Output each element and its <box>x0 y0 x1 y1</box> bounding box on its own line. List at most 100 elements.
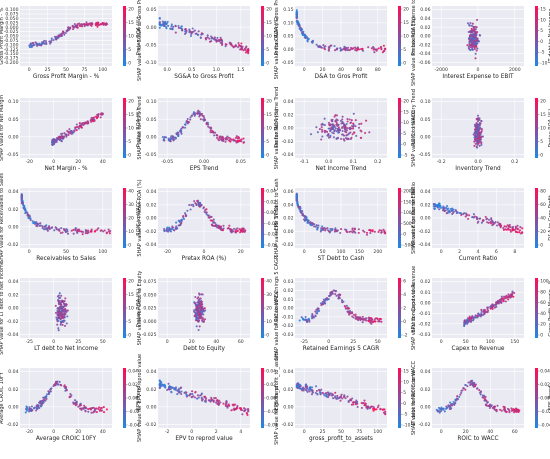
scatter-point <box>471 315 474 318</box>
scatter-point <box>60 32 64 35</box>
scatter-point <box>158 379 161 382</box>
scatter-point <box>478 389 481 392</box>
y-tick-label: -0.02 <box>282 139 294 145</box>
scatter-point <box>323 117 326 120</box>
scatter-point <box>473 40 476 43</box>
scatter-point <box>208 37 211 40</box>
scatter-point <box>49 42 52 45</box>
scatter-point <box>324 302 327 305</box>
scatter-point <box>347 138 350 141</box>
scatter-point <box>76 126 79 129</box>
y-tick-label: 0.06 <box>283 189 293 195</box>
scatter-point <box>300 316 303 319</box>
scatter-point <box>516 227 519 230</box>
scatter-point <box>237 41 240 45</box>
colorbar-tick-label: -2 <box>403 333 408 339</box>
scatter-point <box>200 293 203 296</box>
scatter-point <box>295 9 298 12</box>
x-tick-label: 40 <box>100 159 106 165</box>
scatter-point <box>478 217 481 220</box>
colorbar-label: EPV to reprod value <box>411 283 417 332</box>
colorbar-tick-label: 40 <box>128 189 134 195</box>
scatter-point <box>475 216 478 219</box>
scatter-point <box>170 25 173 28</box>
scatter-point <box>193 29 196 32</box>
scatter-point <box>306 38 309 41</box>
x-tick-label: 75 <box>81 67 87 73</box>
scatter-point <box>87 410 90 413</box>
scatter-point <box>321 225 324 228</box>
scatter-point <box>475 129 478 133</box>
scatter-point <box>195 304 198 307</box>
scatter-point <box>24 208 27 212</box>
scatter-point <box>346 127 349 130</box>
scatter-point <box>343 45 346 48</box>
scatter-point <box>480 308 483 311</box>
scatter-point <box>367 46 370 49</box>
scatter-point <box>205 397 208 400</box>
scatter-point <box>314 310 317 313</box>
scatter-point <box>63 384 66 387</box>
colorbar-tick-label: 5 <box>266 139 269 145</box>
scatter-point <box>108 232 111 235</box>
scatter-point <box>63 132 66 135</box>
scatter-point <box>337 131 340 134</box>
scatter-point <box>452 210 455 213</box>
scatter-point <box>348 313 351 316</box>
scatter-point <box>100 409 103 412</box>
scatter-point <box>472 384 475 387</box>
scatter-point <box>86 120 89 123</box>
scatter-point <box>26 406 29 410</box>
y-tick-label: 0.02 <box>420 387 430 393</box>
scatter-point <box>315 43 318 46</box>
x-tick-label: 0.0 <box>474 159 481 165</box>
scatter-point <box>304 315 307 319</box>
scatter-point <box>169 387 172 391</box>
shap-panel: -0.2 0.0 0.2 -0.05 0.00 0.05 0.10 Inventory Tre… <box>411 89 550 172</box>
scatter-point <box>195 308 198 311</box>
scatter-point <box>336 229 339 232</box>
scatter-point <box>198 325 201 328</box>
y-tick-label: 0.00 <box>283 229 293 235</box>
scatter-point <box>474 138 477 141</box>
scatter-point <box>442 207 445 210</box>
scatter-point <box>65 322 68 325</box>
scatter-point <box>314 385 318 388</box>
scatter-point <box>28 46 31 49</box>
scatter-point <box>53 383 56 386</box>
scatter-point <box>179 130 182 133</box>
scatter-point <box>54 140 57 143</box>
scatter-point <box>27 216 30 219</box>
scatter-point <box>341 397 344 400</box>
scatter-point <box>235 141 238 144</box>
scatter-point <box>173 229 176 232</box>
scatter-point <box>513 411 516 414</box>
scatter-point <box>333 49 337 52</box>
x-axis-label: Current Ratio <box>459 256 498 262</box>
scatter-point <box>28 214 31 217</box>
scatter-point <box>517 410 520 413</box>
scatter-point <box>341 126 344 130</box>
scatter-point <box>222 402 225 405</box>
scatter-point <box>54 304 57 307</box>
scatter-point <box>68 395 71 398</box>
scatter-point <box>174 136 177 139</box>
scatter-point <box>29 217 32 220</box>
scatter-point <box>501 297 505 300</box>
y-tick-label: 0.050 <box>143 292 156 298</box>
scatter-point <box>238 44 241 47</box>
scatter-point <box>383 230 386 234</box>
scatter-point <box>502 299 505 302</box>
scatter-point <box>196 394 199 397</box>
scatter-point <box>334 395 337 398</box>
scatter-point <box>497 301 500 304</box>
scatter-point <box>174 31 177 34</box>
scatter-point <box>325 391 328 395</box>
colorbar-tick-label: -5 <box>540 50 545 56</box>
scatter-point <box>357 126 361 129</box>
scatter-point <box>192 30 195 33</box>
scatter-point <box>297 206 300 209</box>
scatter-point <box>370 322 373 325</box>
scatter-point <box>319 230 322 233</box>
